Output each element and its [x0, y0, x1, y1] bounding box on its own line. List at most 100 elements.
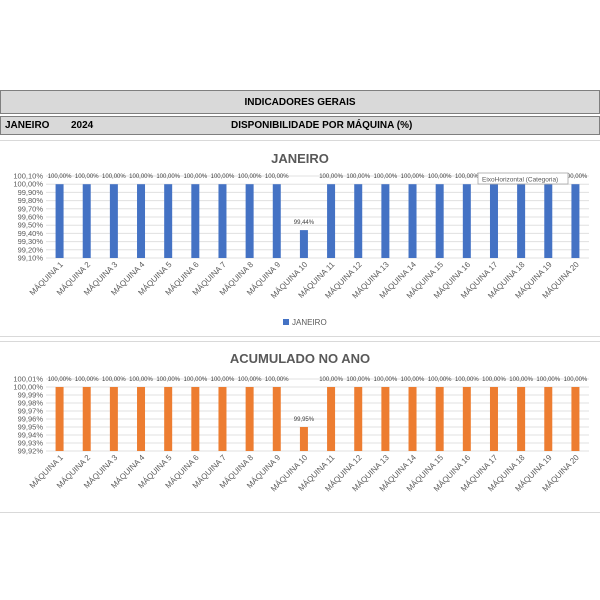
data-label: 100,00%	[401, 377, 425, 383]
bar-11[interactable]	[327, 387, 336, 451]
y-tick-label: 100,00%	[13, 383, 43, 392]
data-label: 100,00%	[509, 377, 533, 383]
header-info-bar: JANEIRO 2024 DISPONIBILIDADE POR MÁQUINA…	[0, 116, 600, 135]
axis-tooltip: EixoHorizontal (Categoria)	[477, 172, 569, 185]
data-label: 100,00%	[129, 174, 153, 180]
bar-18[interactable]	[517, 184, 526, 258]
data-label: 100,00%	[346, 377, 370, 383]
y-tick-label: 99,92%	[18, 447, 44, 456]
data-label: 100,00%	[75, 377, 99, 383]
header-title-bar: INDICADORES GERAIS	[0, 90, 600, 114]
bar-4[interactable]	[137, 184, 146, 258]
bar-1[interactable]	[55, 387, 64, 451]
chart-title: JANEIRO	[271, 151, 329, 166]
bar-12[interactable]	[354, 387, 363, 451]
tooltip-box	[477, 172, 569, 185]
y-tick-label: 100,00%	[13, 180, 43, 189]
y-tick-label: 99,94%	[18, 431, 44, 440]
y-tick-label: 99,95%	[18, 423, 44, 432]
data-label: 100,00%	[374, 174, 398, 180]
tooltip-text: EixoHorizontal (Categoria)	[482, 177, 558, 184]
bar-16[interactable]	[462, 184, 471, 258]
bar-15[interactable]	[435, 387, 444, 451]
data-label: 100,00%	[102, 377, 126, 383]
bar-10[interactable]	[299, 230, 308, 258]
data-label: 100,00%	[183, 174, 207, 180]
bar-9[interactable]	[272, 184, 281, 258]
bar-20[interactable]	[571, 387, 580, 451]
bar-3[interactable]	[109, 387, 118, 451]
data-label: 100,00%	[564, 174, 588, 180]
y-tick-label: 99,50%	[18, 221, 44, 230]
bar-15[interactable]	[435, 184, 444, 258]
y-tick-label: 100,01%	[13, 375, 43, 384]
bar-20[interactable]	[571, 184, 580, 258]
chart-monthly-svg: JANEIRO100,10%100,00%99,90%99,80%99,70%9…	[13, 151, 589, 327]
data-label: 100,00%	[428, 377, 452, 383]
bar-5[interactable]	[164, 184, 173, 258]
bar-3[interactable]	[109, 184, 118, 258]
bar-5[interactable]	[164, 387, 173, 451]
bar-12[interactable]	[354, 184, 363, 258]
page-title: INDICADORES GERAIS	[244, 96, 356, 108]
bar-6[interactable]	[191, 387, 200, 451]
report-subtitle: DISPONIBILIDADE POR MÁQUINA (%)	[231, 120, 413, 131]
y-tick-label: 99,30%	[18, 237, 44, 246]
data-label: 100,00%	[455, 174, 479, 180]
month-label: JANEIRO	[5, 120, 50, 131]
bar-11[interactable]	[327, 184, 336, 258]
data-label: 99,44%	[294, 220, 315, 226]
data-label: 100,00%	[156, 377, 180, 383]
data-label: 99,95%	[294, 417, 315, 423]
data-label: 100,00%	[183, 377, 207, 383]
bar-6[interactable]	[191, 184, 200, 258]
data-label: 100,00%	[48, 174, 72, 180]
bar-19[interactable]	[544, 184, 553, 258]
bar-13[interactable]	[381, 184, 390, 258]
bar-9[interactable]	[272, 387, 281, 451]
y-tick-label: 99,98%	[18, 399, 44, 408]
data-label: 100,00%	[265, 377, 289, 383]
bar-10[interactable]	[299, 427, 308, 451]
y-tick-label: 99,60%	[18, 213, 44, 222]
bar-8[interactable]	[245, 387, 254, 451]
data-label: 100,00%	[374, 377, 398, 383]
bar-17[interactable]	[489, 184, 498, 258]
legend-label: JANEIRO	[292, 318, 327, 327]
data-label: 100,00%	[428, 174, 452, 180]
bar-2[interactable]	[82, 387, 91, 451]
bar-7[interactable]	[218, 184, 227, 258]
bar-2[interactable]	[82, 184, 91, 258]
bar-13[interactable]	[381, 387, 390, 451]
year-label: 2024	[71, 120, 94, 131]
chart-cumulative-svg: ACUMULADO NO ANO100,01%100,00%99,99%99,9…	[13, 351, 589, 493]
y-tick-label: 99,96%	[18, 415, 44, 424]
y-tick-label: 99,40%	[18, 229, 44, 238]
chart-monthly[interactable]: JANEIRO 100,10% 100,00% 99,90% 99,80% 99,70% 9…	[0, 140, 600, 337]
y-tick-label: 99,93%	[18, 439, 44, 448]
chart-title: ACUMULADO NO ANO	[230, 351, 370, 366]
bar-14[interactable]	[408, 387, 417, 451]
data-label: 100,00%	[211, 174, 235, 180]
legend-swatch	[283, 319, 289, 325]
bar-8[interactable]	[245, 184, 254, 258]
data-label: 100,00%	[211, 377, 235, 383]
bar-7[interactable]	[218, 387, 227, 451]
bar-1[interactable]	[55, 184, 64, 258]
data-label: 100,00%	[482, 377, 506, 383]
data-label: 100,00%	[156, 174, 180, 180]
bar-4[interactable]	[137, 387, 146, 451]
chart-cumulative[interactable]: ACUMULADO NO ANO 100,01% 100,00% 99,99% 99,9…	[0, 341, 600, 513]
bar-14[interactable]	[408, 184, 417, 258]
data-label: 100,00%	[48, 377, 72, 383]
data-label: 100,00%	[238, 174, 262, 180]
bar-18[interactable]	[517, 387, 526, 451]
bar-19[interactable]	[544, 387, 553, 451]
data-label: 100,00%	[102, 174, 126, 180]
data-label: 100,00%	[564, 377, 588, 383]
data-label: 100,00%	[265, 174, 289, 180]
bar-17[interactable]	[489, 387, 498, 451]
bar-16[interactable]	[462, 387, 471, 451]
data-label: 100,00%	[401, 174, 425, 180]
data-label: 100,00%	[455, 377, 479, 383]
